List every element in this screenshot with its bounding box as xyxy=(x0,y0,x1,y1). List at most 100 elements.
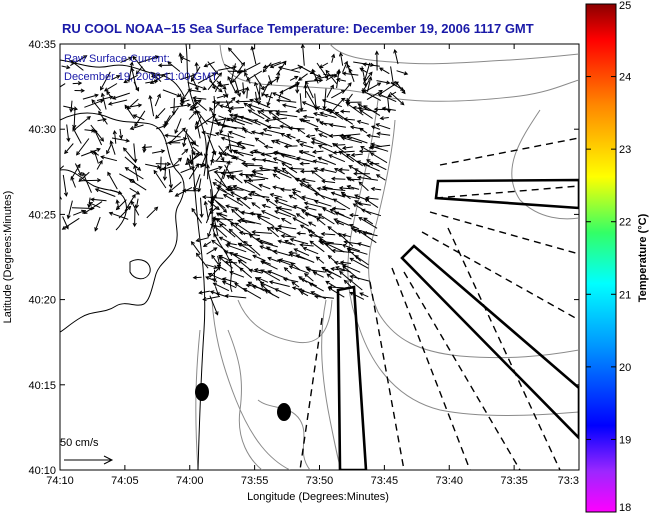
current-vector xyxy=(108,99,128,105)
southeastern-shipping-lane xyxy=(400,244,579,440)
current-vector xyxy=(342,264,361,273)
current-vector xyxy=(213,182,227,193)
current-vector xyxy=(379,67,390,75)
current-vector xyxy=(266,198,278,207)
current-vector xyxy=(193,99,208,111)
current-vector xyxy=(294,248,310,256)
current-vector xyxy=(359,109,373,119)
current-vector xyxy=(255,137,266,146)
current-vector xyxy=(340,110,351,113)
current-vector xyxy=(168,168,172,188)
colorbar-ticks: 25 24 23 22 21 20 19 18 xyxy=(586,0,631,514)
current-vector xyxy=(118,206,131,219)
current-vector xyxy=(371,125,381,130)
current-vector xyxy=(216,212,236,225)
current-vector xyxy=(289,83,299,90)
current-vector xyxy=(289,76,298,81)
current-vector xyxy=(305,213,324,219)
current-vector xyxy=(390,66,394,85)
current-vector xyxy=(243,288,262,300)
current-vector xyxy=(281,189,292,191)
colorbar-tick-label: 25 xyxy=(619,0,631,12)
current-vector xyxy=(251,131,261,135)
current-vector xyxy=(190,141,199,147)
current-vector xyxy=(290,238,309,245)
current-vector xyxy=(106,91,113,99)
current-vector xyxy=(270,193,283,198)
current-vector xyxy=(273,157,293,166)
current-vector xyxy=(362,80,370,92)
current-vector xyxy=(96,96,113,101)
current-vector xyxy=(213,282,230,292)
current-vector xyxy=(382,107,396,111)
current-vector xyxy=(334,144,346,146)
current-vector xyxy=(284,145,298,147)
current-vector xyxy=(124,105,135,119)
current-vector xyxy=(273,173,281,180)
current-vector xyxy=(239,232,260,237)
x-tick-label: 73:40 xyxy=(435,475,463,487)
current-vector xyxy=(225,295,247,299)
current-vector xyxy=(252,169,271,172)
current-vector xyxy=(322,207,336,215)
current-vector xyxy=(205,276,218,282)
current-vector xyxy=(347,247,368,255)
current-vector xyxy=(292,191,306,202)
current-vector xyxy=(278,225,297,230)
current-vector xyxy=(342,234,351,238)
current-vector xyxy=(244,164,263,167)
current-vector xyxy=(318,240,334,244)
current-vector xyxy=(93,151,99,164)
current-vector xyxy=(304,202,326,209)
current-vector xyxy=(173,157,182,166)
current-vector xyxy=(89,202,101,209)
current-vector xyxy=(307,269,326,273)
current-vector xyxy=(152,150,165,154)
x-tick-label: 73:35 xyxy=(500,475,528,487)
current-vector xyxy=(132,56,146,72)
current-vector xyxy=(71,164,81,179)
current-vector xyxy=(290,262,301,271)
current-vector xyxy=(248,281,265,292)
x-axis-label: Longitude (Degrees:Minutes) xyxy=(247,491,389,503)
vector-scale-label: 50 cm/s xyxy=(60,437,99,449)
current-vector xyxy=(210,150,215,166)
current-vector xyxy=(239,173,256,176)
colorbar-tick-label: 21 xyxy=(619,289,631,301)
y-tick-label: 40:15 xyxy=(28,380,56,392)
current-vector xyxy=(353,203,372,215)
y-tick-label: 40:35 xyxy=(28,39,56,51)
current-vector xyxy=(64,143,74,154)
current-vector xyxy=(133,114,145,121)
current-vector xyxy=(124,156,141,171)
current-vector xyxy=(246,87,249,99)
current-vector xyxy=(300,143,314,149)
current-vector xyxy=(281,154,300,161)
current-vector xyxy=(203,295,220,301)
current-vector xyxy=(133,143,137,163)
y-tick-label: 40:25 xyxy=(28,209,56,221)
current-vector xyxy=(164,107,179,126)
colorbar-tick-label: 23 xyxy=(619,144,631,156)
current-vector xyxy=(109,212,129,220)
current-vector xyxy=(328,286,344,289)
current-vector xyxy=(341,137,363,144)
current-vector xyxy=(81,148,101,157)
current-vector xyxy=(276,99,297,103)
current-vector xyxy=(156,124,167,130)
current-vector xyxy=(181,148,188,156)
current-vector xyxy=(191,241,201,255)
current-vector xyxy=(286,134,296,139)
current-vector xyxy=(206,264,218,269)
current-vector xyxy=(259,184,271,190)
current-vector xyxy=(128,62,133,83)
current-vector xyxy=(342,194,360,200)
current-vector xyxy=(307,184,326,200)
current-vector xyxy=(180,56,191,62)
x-tick-label: 74:10 xyxy=(46,475,74,487)
current-vector xyxy=(278,207,292,211)
current-vector xyxy=(205,120,226,128)
current-vector xyxy=(114,130,117,144)
current-vector xyxy=(175,186,193,197)
current-vector xyxy=(267,227,280,238)
